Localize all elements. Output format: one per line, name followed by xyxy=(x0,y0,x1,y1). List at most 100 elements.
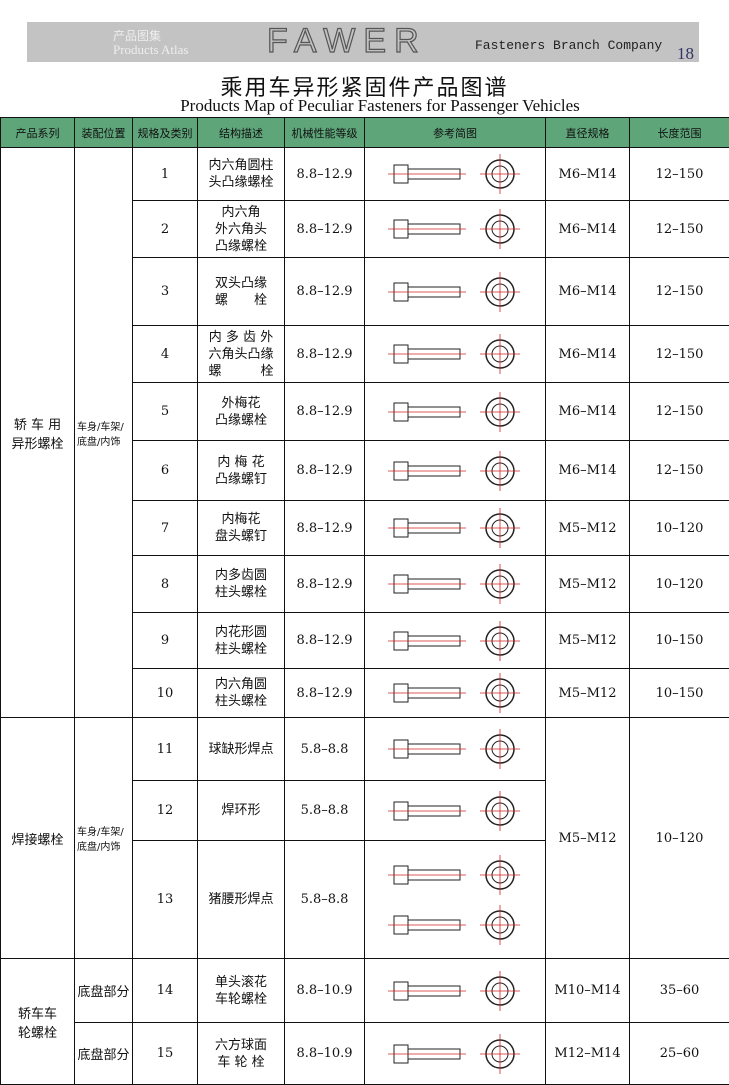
structure-description: 内多齿圆 柱头螺栓 xyxy=(198,556,285,613)
mechanical-grade: 8.8–12.9 xyxy=(285,201,365,258)
length-range: 10–120 xyxy=(630,556,729,613)
bolt-drawing xyxy=(380,1032,530,1076)
mechanical-grade: 8.8–10.9 xyxy=(285,1023,365,1085)
mechanical-grade: 8.8–12.9 xyxy=(285,441,365,501)
item-number: 15 xyxy=(133,1023,198,1085)
item-number: 7 xyxy=(133,501,198,556)
length-range: 10–120 xyxy=(630,718,729,959)
reference-drawing xyxy=(365,669,546,718)
bolt-drawing xyxy=(380,789,530,833)
length-range: 12–150 xyxy=(630,148,729,201)
structure-description: 球缺形焊点 xyxy=(198,718,285,781)
reference-drawing xyxy=(365,201,546,258)
structure-description: 猪腰形焊点 xyxy=(198,841,285,959)
item-number: 9 xyxy=(133,613,198,669)
structure-description: 外梅花 凸缘螺栓 xyxy=(198,383,285,441)
item-number: 10 xyxy=(133,669,198,718)
mechanical-grade: 8.8–12.9 xyxy=(285,148,365,201)
structure-description: 内 梅 花 凸缘螺钉 xyxy=(198,441,285,501)
length-range: 12–150 xyxy=(630,441,729,501)
length-range: 12–150 xyxy=(630,258,729,326)
bolt-drawing xyxy=(380,506,530,550)
atlas-en: Products Atlas xyxy=(113,42,188,58)
length-range: 10–120 xyxy=(630,501,729,556)
reference-drawing xyxy=(365,258,546,326)
diameter-spec: M6–M14 xyxy=(546,441,630,501)
title-en: Products Map of Peculiar Fasteners for P… xyxy=(0,96,729,116)
item-number: 1 xyxy=(133,148,198,201)
bolt-drawing xyxy=(380,727,530,771)
bolt-drawing xyxy=(380,390,530,434)
bolt-drawing xyxy=(380,332,530,376)
diameter-spec: M5–M12 xyxy=(546,556,630,613)
reference-drawing xyxy=(365,556,546,613)
page-number: 18 xyxy=(677,44,694,64)
mechanical-grade: 5.8–8.8 xyxy=(285,781,365,841)
structure-description: 内六角 外六角头 凸缘螺栓 xyxy=(198,201,285,258)
item-number: 6 xyxy=(133,441,198,501)
length-range: 25–60 xyxy=(630,1023,729,1085)
length-range: 12–150 xyxy=(630,201,729,258)
bolt-drawing xyxy=(380,969,530,1013)
mechanical-grade: 8.8–12.9 xyxy=(285,501,365,556)
reference-drawing xyxy=(365,841,546,959)
column-header: 参考简图 xyxy=(365,118,546,148)
item-number: 5 xyxy=(133,383,198,441)
length-range: 10–150 xyxy=(630,613,729,669)
diameter-spec: M5–M12 xyxy=(546,613,630,669)
reference-drawing xyxy=(365,501,546,556)
reference-drawing xyxy=(365,613,546,669)
column-header: 长度范围 xyxy=(630,118,729,148)
length-range: 35–60 xyxy=(630,959,729,1023)
column-header: 装配位置 xyxy=(75,118,133,148)
bolt-drawing xyxy=(380,449,530,493)
mechanical-grade: 8.8–12.9 xyxy=(285,383,365,441)
reference-drawing xyxy=(365,959,546,1023)
bolt-drawing xyxy=(380,152,530,196)
structure-description: 内六角圆 柱头螺栓 xyxy=(198,669,285,718)
diameter-spec: M5–M12 xyxy=(546,669,630,718)
reference-drawing xyxy=(365,383,546,441)
structure-description: 内梅花 盘头螺钉 xyxy=(198,501,285,556)
product-series: 焊接螺栓 xyxy=(1,718,75,959)
item-number: 14 xyxy=(133,959,198,1023)
item-number: 8 xyxy=(133,556,198,613)
structure-description: 六方球面 车 轮 栓 xyxy=(198,1023,285,1085)
structure-description: 内六角圆柱 头凸缘螺栓 xyxy=(198,148,285,201)
item-number: 3 xyxy=(133,258,198,326)
product-series: 轿车车 轮螺栓 xyxy=(1,959,75,1085)
structure-description: 焊环形 xyxy=(198,781,285,841)
structure-description: 内 多 齿 外 六角头凸缘 螺 栓 xyxy=(198,326,285,383)
length-range: 12–150 xyxy=(630,326,729,383)
diameter-spec: M5–M12 xyxy=(546,718,630,959)
column-header: 产品系列 xyxy=(1,118,75,148)
company-name: Fasteners Branch Company xyxy=(475,38,662,53)
mechanical-grade: 8.8–12.9 xyxy=(285,613,365,669)
assembly-position: 车身/车架/ 底盘/内饰 xyxy=(75,148,133,718)
diameter-spec: M6–M14 xyxy=(546,148,630,201)
diameter-spec: M5–M12 xyxy=(546,501,630,556)
column-header: 结构描述 xyxy=(198,118,285,148)
bolt-drawing xyxy=(380,207,530,251)
mechanical-grade: 8.8–12.9 xyxy=(285,669,365,718)
diameter-spec: M10–M14 xyxy=(546,959,630,1023)
assembly-position: 底盘部分 xyxy=(75,1023,133,1085)
assembly-position: 车身/车架/ 底盘/内饰 xyxy=(75,718,133,959)
header-banner: 产品图集 Products Atlas FAWER Fasteners Bran… xyxy=(27,22,699,62)
mechanical-grade: 8.8–10.9 xyxy=(285,959,365,1023)
diameter-spec: M12–M14 xyxy=(546,1023,630,1085)
bolt-drawing xyxy=(380,671,530,715)
bolt-drawing xyxy=(380,850,530,950)
diameter-spec: M6–M14 xyxy=(546,326,630,383)
fawer-logo: FAWER xyxy=(267,22,427,61)
mechanical-grade: 5.8–8.8 xyxy=(285,841,365,959)
bolt-drawing xyxy=(380,270,530,314)
diameter-spec: M6–M14 xyxy=(546,201,630,258)
diameter-spec: M6–M14 xyxy=(546,383,630,441)
length-range: 12–150 xyxy=(630,383,729,441)
reference-drawing xyxy=(365,441,546,501)
item-number: 11 xyxy=(133,718,198,781)
reference-drawing xyxy=(365,718,546,781)
